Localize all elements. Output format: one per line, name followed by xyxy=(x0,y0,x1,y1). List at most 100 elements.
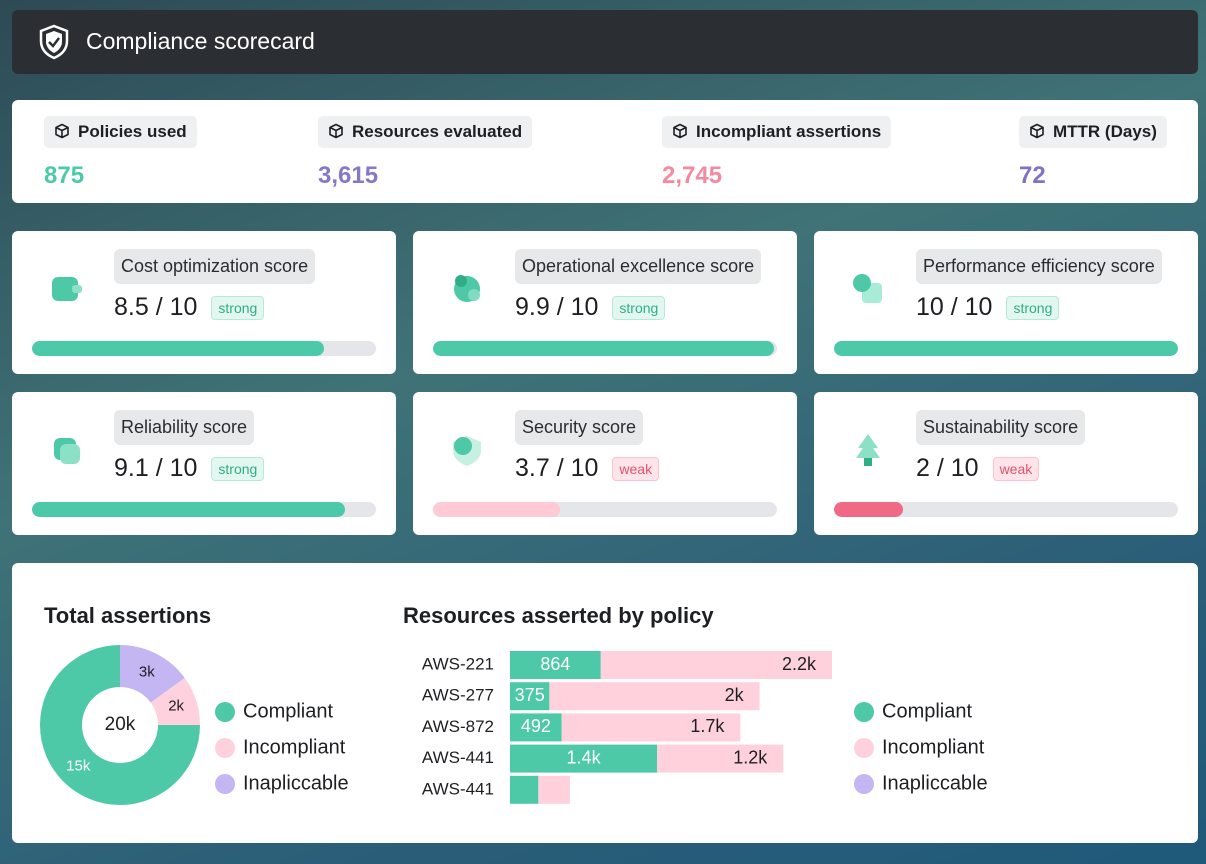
progress-track xyxy=(834,341,1178,356)
score-icon xyxy=(447,430,487,475)
score-icon xyxy=(848,430,888,475)
cube-icon xyxy=(1029,123,1045,144)
score-text: 3.7 / 10 weak xyxy=(515,454,660,483)
score-text: 10 / 10 strong xyxy=(916,293,1060,322)
score-badge: strong xyxy=(1006,296,1060,321)
score-value: 9.1 / 10 xyxy=(114,454,198,482)
score-card: Operational excellence score 9.9 / 10 stro… xyxy=(413,231,797,374)
bar-segment xyxy=(600,651,832,679)
score-card: Cost optimization score 8.5 / 10 strong xyxy=(12,231,396,374)
stat-value: 875 xyxy=(44,162,85,189)
stat-label-text: Incompliant assertions xyxy=(696,122,882,141)
score-badge: strong xyxy=(211,457,265,482)
bar-segment xyxy=(510,651,601,679)
legend-marker xyxy=(854,738,874,758)
bar-segment xyxy=(538,775,570,804)
score-badge: weak xyxy=(612,457,660,482)
legend-marker xyxy=(215,774,235,794)
stat-label: Resources evaluated xyxy=(318,116,533,148)
progress-bar xyxy=(32,502,346,517)
bar-segment xyxy=(510,713,562,742)
cube-icon xyxy=(54,123,70,144)
cube-icon xyxy=(328,123,344,144)
score-value: 8.5 / 10 xyxy=(114,293,198,321)
bar-value-label: 1.4k xyxy=(567,747,602,767)
bar-value-label: 375 xyxy=(515,685,545,705)
score-card: Reliability score 9.1 / 10 strong xyxy=(12,392,396,535)
pie-slice xyxy=(40,645,200,805)
y-tick-label: AWS-441 xyxy=(422,779,494,798)
progress-bar xyxy=(433,502,561,517)
stat-value: 3,615 xyxy=(318,162,379,189)
score-value: 10 / 10 xyxy=(916,293,993,321)
legend-label: Incompliant xyxy=(243,736,346,758)
stat-value: 72 xyxy=(1019,162,1046,189)
legend-marker xyxy=(854,774,874,794)
pie-slice xyxy=(120,645,185,703)
charts: Total assertions 3k 2k 15k 20k Compliant Incom… xyxy=(40,603,988,805)
bar-value-label: 1.7k xyxy=(690,716,725,736)
progress-bar xyxy=(834,341,1178,356)
legend-label: Compliant xyxy=(882,700,972,722)
slice-label: 2k xyxy=(168,698,184,715)
legend-label: Incompliant xyxy=(882,736,985,758)
slice-label: 3k xyxy=(139,663,155,680)
bar-value-label: 492 xyxy=(521,716,551,736)
stat-label-text: Policies used xyxy=(78,122,187,141)
shield-icon xyxy=(39,24,69,60)
progress-track xyxy=(32,341,376,356)
stat-label: Policies used xyxy=(44,116,197,148)
bar-value-label: 864 xyxy=(540,654,570,674)
bar-segment xyxy=(510,744,658,773)
progress-bar xyxy=(433,341,774,356)
score-value: 9.9 / 10 xyxy=(515,293,599,321)
score-text: 8.5 / 10 strong xyxy=(114,293,265,322)
legend-label: Inapliccable xyxy=(243,772,349,794)
header-title: Compliance scorecard xyxy=(86,28,315,54)
score-label: Sustainability score xyxy=(916,410,1086,445)
bar-value-label: 1.2k xyxy=(733,747,768,767)
cube-icon xyxy=(672,123,688,144)
bar-segment xyxy=(549,682,760,711)
pie-center-label: 20k xyxy=(105,714,136,735)
progress-track xyxy=(433,341,777,356)
slice-label: 15k xyxy=(66,758,91,775)
pie-slice xyxy=(150,677,200,725)
bar-value-label: 2.2k xyxy=(782,654,817,674)
stat-label: Incompliant assertions xyxy=(662,116,892,148)
stats-panel: Policies used 875 Resources evaluated 3,615… xyxy=(12,100,1198,203)
progress-bar xyxy=(32,341,325,356)
legend-marker xyxy=(215,702,235,722)
score-icon xyxy=(46,430,86,475)
score-label: Reliability score xyxy=(114,410,255,445)
score-card: Security score 3.7 / 10 weak xyxy=(413,392,797,535)
legend-marker xyxy=(854,702,874,722)
score-badge: weak xyxy=(992,457,1040,482)
score-value: 3.7 / 10 xyxy=(515,454,599,482)
stat-value: 2,745 xyxy=(662,162,723,189)
stat-label-text: Resources evaluated xyxy=(352,122,523,141)
legend-label: Compliant xyxy=(243,700,333,722)
score-label: Security score xyxy=(515,410,644,445)
score-text: 2 / 10 weak xyxy=(916,454,1040,483)
legend-marker xyxy=(215,738,235,758)
score-badge: strong xyxy=(612,296,666,321)
score-icon xyxy=(46,269,86,314)
progress-track xyxy=(32,502,376,517)
chart-title: Total assertions xyxy=(44,603,211,628)
score-text: 9.1 / 10 strong xyxy=(114,454,265,483)
score-label: Cost optimization score xyxy=(114,249,316,284)
score-value: 2 / 10 xyxy=(916,454,979,482)
bar-segment xyxy=(657,744,784,773)
progress-track xyxy=(433,502,777,517)
y-tick-label: AWS-872 xyxy=(422,717,494,736)
score-badge: strong xyxy=(211,296,265,321)
score-icon xyxy=(848,269,888,314)
charts-panel: Total assertions 3k 2k 15k 20k Compliant Incom… xyxy=(12,563,1198,843)
legend-label: Inapliccable xyxy=(882,772,988,794)
progress-bar xyxy=(834,502,903,517)
score-label: Operational excellence score xyxy=(515,249,762,284)
y-tick-label: AWS-441 xyxy=(422,748,494,767)
y-tick-label: AWS-277 xyxy=(422,686,494,705)
chart-title: Resources asserted by policy xyxy=(403,603,714,628)
